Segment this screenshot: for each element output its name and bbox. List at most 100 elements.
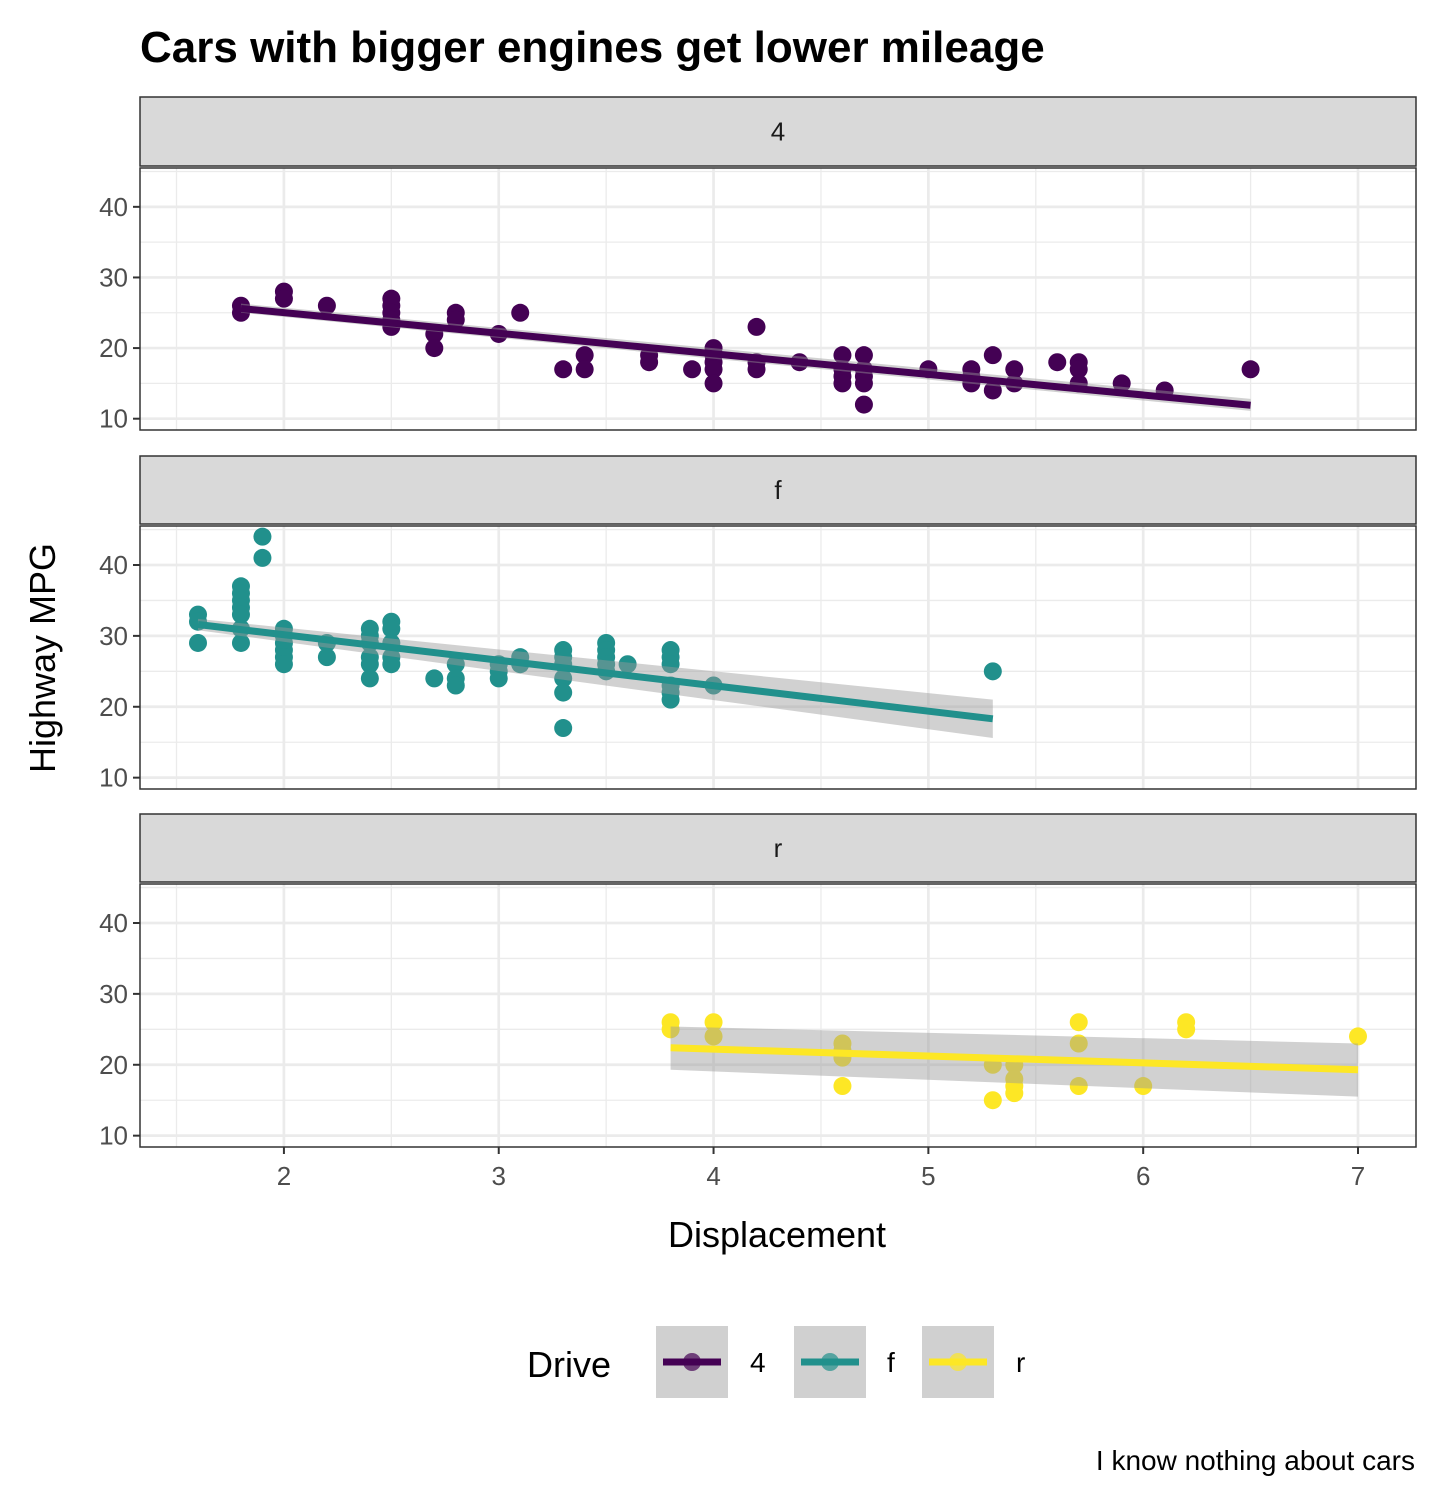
y-axis-title: Highway MPG — [22, 543, 63, 773]
data-point — [425, 669, 444, 688]
data-point — [1112, 374, 1131, 393]
data-point — [446, 655, 465, 674]
legend: Drive 4 f r — [527, 1326, 1025, 1398]
y-tick-label: 20 — [99, 333, 128, 363]
data-point — [1177, 1020, 1196, 1039]
y-tick-label: 10 — [99, 404, 128, 434]
trend-line — [670, 1044, 1359, 1074]
data-point — [554, 683, 573, 702]
data-point — [446, 310, 465, 329]
panel-background — [140, 168, 1416, 430]
data-point — [854, 346, 873, 365]
y-tick-label: 10 — [99, 1121, 128, 1151]
data-point — [1069, 1077, 1088, 1096]
panel-border — [139, 883, 1417, 1148]
data-point — [747, 317, 766, 336]
y-tick-label: 20 — [99, 692, 128, 722]
panel-border — [139, 167, 1417, 431]
data-point — [489, 669, 508, 688]
data-point — [704, 360, 723, 379]
y-tick-label: 30 — [99, 621, 128, 651]
y-tick-label: 30 — [99, 979, 128, 1009]
x-tick-label: 2 — [277, 1161, 291, 1191]
data-point — [854, 374, 873, 393]
data-point — [253, 548, 272, 567]
data-point — [1005, 1084, 1024, 1103]
data-point — [1005, 360, 1024, 379]
data-point — [511, 303, 530, 322]
trend-line — [240, 305, 1251, 409]
data-point — [231, 605, 250, 624]
data-point — [382, 619, 401, 638]
data-point — [425, 339, 444, 358]
data-point — [704, 1013, 723, 1032]
data-point — [983, 662, 1002, 681]
y-tick-label: 40 — [99, 908, 128, 938]
data-point — [1069, 360, 1088, 379]
legend-label: 4 — [750, 1347, 766, 1378]
caption: I know nothing about cars — [1096, 1445, 1415, 1476]
data-point — [661, 655, 680, 674]
facet-strip-label: 4 — [771, 117, 785, 147]
legend-item-4: 4 — [656, 1326, 766, 1398]
data-point — [317, 648, 336, 667]
data-point — [189, 633, 207, 652]
facet-strip-label: r — [774, 833, 783, 863]
chart-title: Cars with bigger engines get lower milea… — [140, 23, 1045, 72]
legend-item-r: r — [922, 1326, 1025, 1398]
y-tick-label: 40 — [99, 550, 128, 580]
data-point — [854, 395, 873, 414]
data-point — [575, 360, 594, 379]
y-tick-label: 10 — [99, 763, 128, 793]
x-tick-label: 6 — [1136, 1161, 1150, 1191]
facet-panel-r: r 10 20 30 40 — [99, 813, 1417, 1151]
legend-item-f: f — [794, 1326, 895, 1398]
facet-strip — [139, 96, 1417, 167]
panel-background — [140, 884, 1416, 1147]
facet-panel-4: 4 10 20 30 40 — [99, 96, 1417, 434]
data-point — [1134, 1077, 1153, 1096]
data-point — [274, 289, 293, 308]
data-point — [575, 346, 594, 365]
x-tick-label: 3 — [492, 1161, 506, 1191]
y-tick-label: 40 — [99, 192, 128, 222]
data-point — [231, 633, 250, 652]
facet-panels: 4 10 20 30 40 f 10 20 30 40 r 10 20 30 40 — [99, 96, 1417, 1151]
legend-label: f — [887, 1347, 895, 1378]
legend-title: Drive — [527, 1344, 611, 1385]
legend-label: r — [1016, 1347, 1025, 1378]
data-point — [983, 1091, 1002, 1110]
panel-border — [139, 525, 1417, 790]
data-point — [704, 374, 723, 393]
data-point — [618, 655, 637, 674]
data-point — [360, 655, 379, 674]
facet-strip — [139, 455, 1417, 525]
data-point — [833, 346, 852, 365]
data-point — [747, 360, 766, 379]
data-point — [253, 527, 272, 546]
data-point — [446, 676, 465, 695]
data-point — [983, 346, 1002, 365]
data-point — [1349, 1027, 1367, 1046]
facet-panel-f: f 10 20 30 40 — [99, 455, 1417, 793]
data-point — [661, 690, 680, 709]
data-point — [1048, 353, 1067, 372]
data-point — [554, 360, 573, 379]
facet-strip — [139, 813, 1417, 883]
data-point — [833, 374, 852, 393]
data-point — [554, 669, 573, 688]
y-tick-label: 20 — [99, 1050, 128, 1080]
x-axis-title: Displacement — [668, 1214, 886, 1255]
data-point — [360, 669, 379, 688]
y-tick-label: 30 — [99, 262, 128, 292]
data-point — [274, 655, 293, 674]
data-point — [317, 296, 336, 315]
data-point — [382, 655, 401, 674]
data-point — [983, 381, 1002, 400]
x-axis: 2 3 4 5 6 7 — [277, 1147, 1365, 1191]
data-point — [833, 1077, 852, 1096]
data-point — [1069, 1013, 1088, 1032]
data-point — [704, 1027, 723, 1046]
data-point — [554, 719, 573, 738]
data-point — [1241, 360, 1260, 379]
